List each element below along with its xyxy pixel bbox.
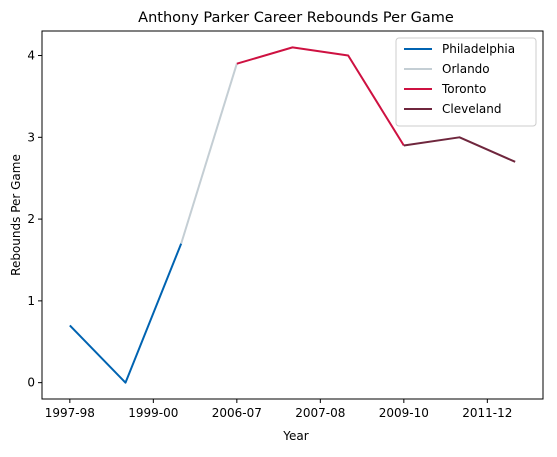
y-axis-label: Rebounds Per Game	[9, 154, 23, 276]
series-line-toronto	[236, 46, 405, 147]
y-tick-label: 2	[27, 212, 35, 226]
y-tick-label: 1	[27, 294, 35, 308]
x-tick-label: 2009-10	[379, 406, 429, 420]
legend-label-orlando: Orlando	[442, 62, 490, 76]
x-axis-label: Year	[282, 429, 308, 443]
plot-frame	[41, 30, 544, 400]
y-tick-label: 3	[27, 130, 35, 144]
y-tick-label: 0	[27, 376, 35, 390]
series-line-cleveland	[403, 136, 516, 163]
series-line-orlando	[180, 63, 238, 244]
x-tick-label: 1997-98	[45, 406, 95, 420]
x-tick-label: 2007-08	[295, 406, 345, 420]
legend-label-cleveland: Cleveland	[442, 102, 502, 116]
axis-ticks: 0 1 2 3 4 1997-98 1999-00 2006-07 2007-08 2009-10…	[27, 49, 512, 420]
legend-label-philadelphia: Philadelphia	[442, 42, 515, 56]
series-line-philadelphia	[69, 243, 183, 384]
x-tick-label: 1999-00	[128, 406, 178, 420]
x-tick-label: 2011-12	[462, 406, 512, 420]
legend-box	[395, 37, 537, 127]
legend: Philadelphia Orlando Toronto Cleveland	[395, 37, 537, 127]
chart-title: Anthony Parker Career Rebounds Per Game	[138, 10, 454, 26]
legend-label-toronto: Toronto	[441, 82, 486, 96]
x-tick-label: 2006-07	[212, 406, 262, 420]
plot-area	[69, 46, 516, 384]
y-tick-label: 4	[27, 49, 35, 63]
